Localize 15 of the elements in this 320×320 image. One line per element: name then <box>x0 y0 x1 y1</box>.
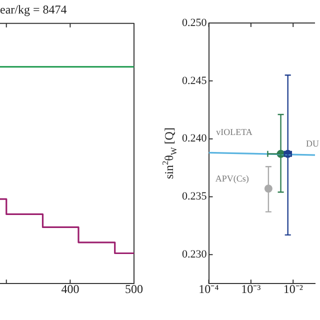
y-tick-label: 0.250 <box>182 16 208 29</box>
x-tick-label: 10⁻³ <box>241 282 262 296</box>
x-tick-label: 10⁻⁴ <box>198 282 219 296</box>
y-tick-label: 0.240 <box>182 132 208 145</box>
annotation: DU <box>306 138 320 149</box>
annotation: APV(Cs) <box>215 174 249 184</box>
annotation: vIOLETA <box>216 126 253 137</box>
y-axis-title: sin2θW [Q] <box>160 128 178 180</box>
y-tick-label: 0.245 <box>182 74 208 87</box>
x-tick-label: 500 <box>125 282 143 296</box>
y-tick-label: 0.235 <box>182 190 208 203</box>
x-tick-label: 400 <box>61 282 80 296</box>
y-tick-label: 0.230 <box>182 248 208 261</box>
chart-title: ear/kg = 8474 <box>0 2 67 16</box>
x-tick-label: 10⁻² <box>283 282 304 296</box>
